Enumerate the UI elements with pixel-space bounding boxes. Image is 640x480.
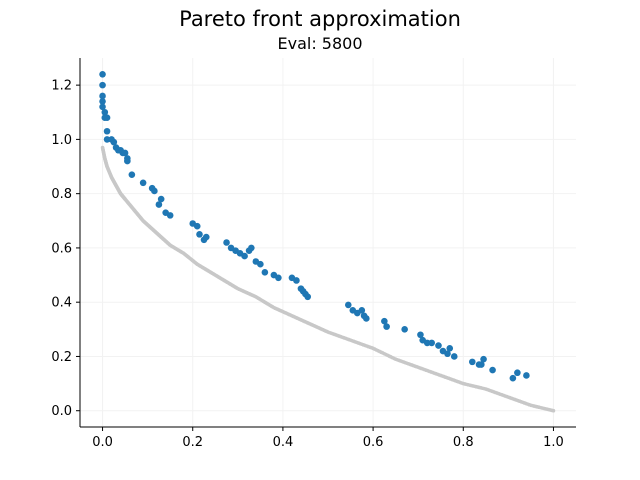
approximation-point xyxy=(196,231,203,238)
approximation-point xyxy=(241,252,248,260)
y-tick-label: 0.6 xyxy=(51,241,72,256)
approximation-point xyxy=(401,326,408,333)
approximation-point xyxy=(468,358,476,366)
approximation-point xyxy=(478,361,485,368)
approximation-point xyxy=(435,342,442,349)
approximation-point xyxy=(124,157,131,165)
approximation-point xyxy=(514,369,521,377)
y-tick-label: 0.2 xyxy=(51,350,72,365)
approximation-point xyxy=(304,293,312,301)
approximation-point xyxy=(489,366,496,374)
approximation-point xyxy=(193,222,201,230)
approximation-point xyxy=(509,374,517,382)
approximation-point xyxy=(423,339,431,347)
approximation-point xyxy=(103,136,111,143)
approximation-point xyxy=(101,108,109,116)
chart-subtitle: Eval: 5800 xyxy=(277,34,363,53)
approximation-point xyxy=(99,98,106,105)
y-tick-label: 0.8 xyxy=(51,187,72,202)
approximation-point xyxy=(381,317,388,325)
approximation-point xyxy=(446,345,454,352)
approximation-point xyxy=(383,323,390,330)
approximation-point xyxy=(151,187,158,195)
approximation-point xyxy=(103,127,111,135)
approximation-point xyxy=(257,260,264,268)
grid xyxy=(80,58,576,427)
approximation-point xyxy=(261,269,269,276)
approximation-point xyxy=(110,138,118,146)
approximation-point xyxy=(155,201,163,208)
approximation-point xyxy=(275,274,282,282)
front-point xyxy=(551,408,556,413)
x-tick-label: 0.8 xyxy=(453,435,474,450)
reference-front xyxy=(100,145,556,413)
approximation-point xyxy=(363,315,370,322)
approximation-point xyxy=(99,81,106,89)
approximation-point xyxy=(157,195,165,203)
x-tick-label: 0.4 xyxy=(273,435,294,450)
approximation-point xyxy=(480,355,487,363)
approximation-point xyxy=(428,339,436,347)
approximation-point xyxy=(128,171,136,178)
y-tick-label: 1.2 xyxy=(51,79,72,94)
approximation-point xyxy=(103,114,111,121)
x-tick-label: 0.6 xyxy=(363,435,384,450)
y-tick-label: 1.0 xyxy=(51,133,72,148)
approximation-point xyxy=(417,331,424,339)
approximation-point xyxy=(344,301,352,309)
approximation-point xyxy=(121,149,129,157)
y-tick-label: 0.4 xyxy=(51,296,72,311)
approximation-point xyxy=(450,353,458,360)
approximation-point xyxy=(223,239,230,246)
approximation-point xyxy=(139,179,147,187)
x-tick-label: 0.2 xyxy=(182,435,203,450)
x-tick-label: 1.0 xyxy=(543,435,564,450)
approximation-point xyxy=(99,103,106,111)
approximation-point xyxy=(293,277,300,284)
approximation-point xyxy=(166,212,174,219)
approximation-point xyxy=(99,70,106,78)
approximation-point xyxy=(358,307,366,314)
y-tick-label: 0.0 xyxy=(51,404,72,419)
approximation-point xyxy=(523,372,530,379)
axes: 0.0 0.2 0.4 0.6 0.8 1.0 0.0 0.2 0.4 0.6 0.8 1.0 1.2 xyxy=(51,58,576,450)
approximation-point xyxy=(248,244,255,252)
approximation-points xyxy=(99,70,530,382)
approximation-point xyxy=(444,350,451,358)
approximation-point xyxy=(99,92,106,100)
approximation-point xyxy=(202,233,210,241)
chart-title: Pareto front approximation xyxy=(179,7,461,31)
x-tick-label: 0.0 xyxy=(92,435,113,450)
